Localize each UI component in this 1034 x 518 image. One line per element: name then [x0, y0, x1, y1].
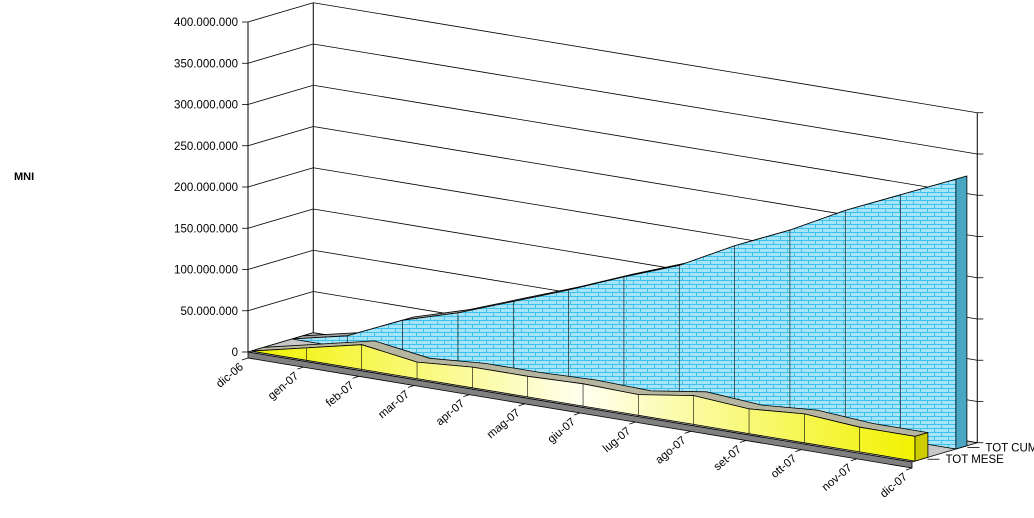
x-tick-mark [573, 412, 581, 416]
y-tick-label: 50.000.000 [180, 306, 238, 318]
x-tick-label: dic-06 [214, 361, 246, 390]
x-tick-mark [905, 467, 913, 471]
x-tick-mark [407, 385, 415, 388]
x-tick-mark [739, 440, 747, 443]
x-tick-label: gen-07 [266, 370, 301, 402]
series [250, 175, 968, 462]
gridline-side [247, 249, 314, 270]
x-tick-mark [629, 421, 636, 425]
gridline-side [247, 43, 314, 64]
y-tick-label: 150.000.000 [174, 223, 238, 235]
x-tick-label: ott-07 [769, 453, 799, 481]
x-tick-label: set-07 [712, 444, 744, 474]
x-tick-mark [297, 366, 304, 370]
gridline-side [247, 126, 314, 147]
gridline-side [247, 2, 314, 23]
y-axis-title: MNI [14, 171, 34, 183]
y-tick-label: 300.000.000 [174, 100, 238, 112]
y-tick-label: 200.000.000 [174, 182, 238, 194]
x-tick-mark [241, 357, 249, 361]
x-tick-mark [352, 375, 359, 379]
x-tick-label: mar-07 [376, 389, 412, 422]
x-tick-mark [463, 394, 470, 398]
x-tick-label: giu-07 [546, 416, 578, 446]
x-tick-label: mag-07 [485, 407, 523, 441]
x-tick-label: feb-07 [324, 379, 357, 409]
series-label: TOT MESE [945, 454, 1004, 466]
y-tick-label: 400.000.000 [174, 17, 238, 29]
gridline [313, 2, 978, 114]
y-tick-label: 350.000.000 [174, 58, 238, 70]
x-tick-mark [795, 449, 802, 453]
gridline-side [247, 84, 314, 105]
gridline-side [247, 291, 314, 312]
y-tick-label: 250.000.000 [174, 141, 238, 153]
gridline [313, 84, 978, 196]
y-tick-label: 100.000.000 [174, 265, 238, 277]
x-tick-label: nov-07 [820, 462, 855, 494]
x-tick-label: lug-07 [601, 425, 633, 455]
x-tick-label: dic-07 [878, 471, 910, 500]
x-tick-label: ago-07 [653, 434, 688, 466]
x-tick-label: apr-07 [434, 398, 467, 429]
gridline-side [247, 208, 314, 229]
y-tick-label: 0 [232, 347, 238, 359]
series-tot-mese-end [914, 432, 929, 462]
x-tick-mark [850, 458, 857, 462]
gridline [313, 43, 978, 155]
series-label: TOT CUM [985, 442, 1034, 454]
gridline-side [247, 167, 314, 188]
series-tot-cum-end [955, 175, 968, 450]
x-tick-mark [684, 430, 691, 434]
x-tick-mark [518, 403, 525, 407]
